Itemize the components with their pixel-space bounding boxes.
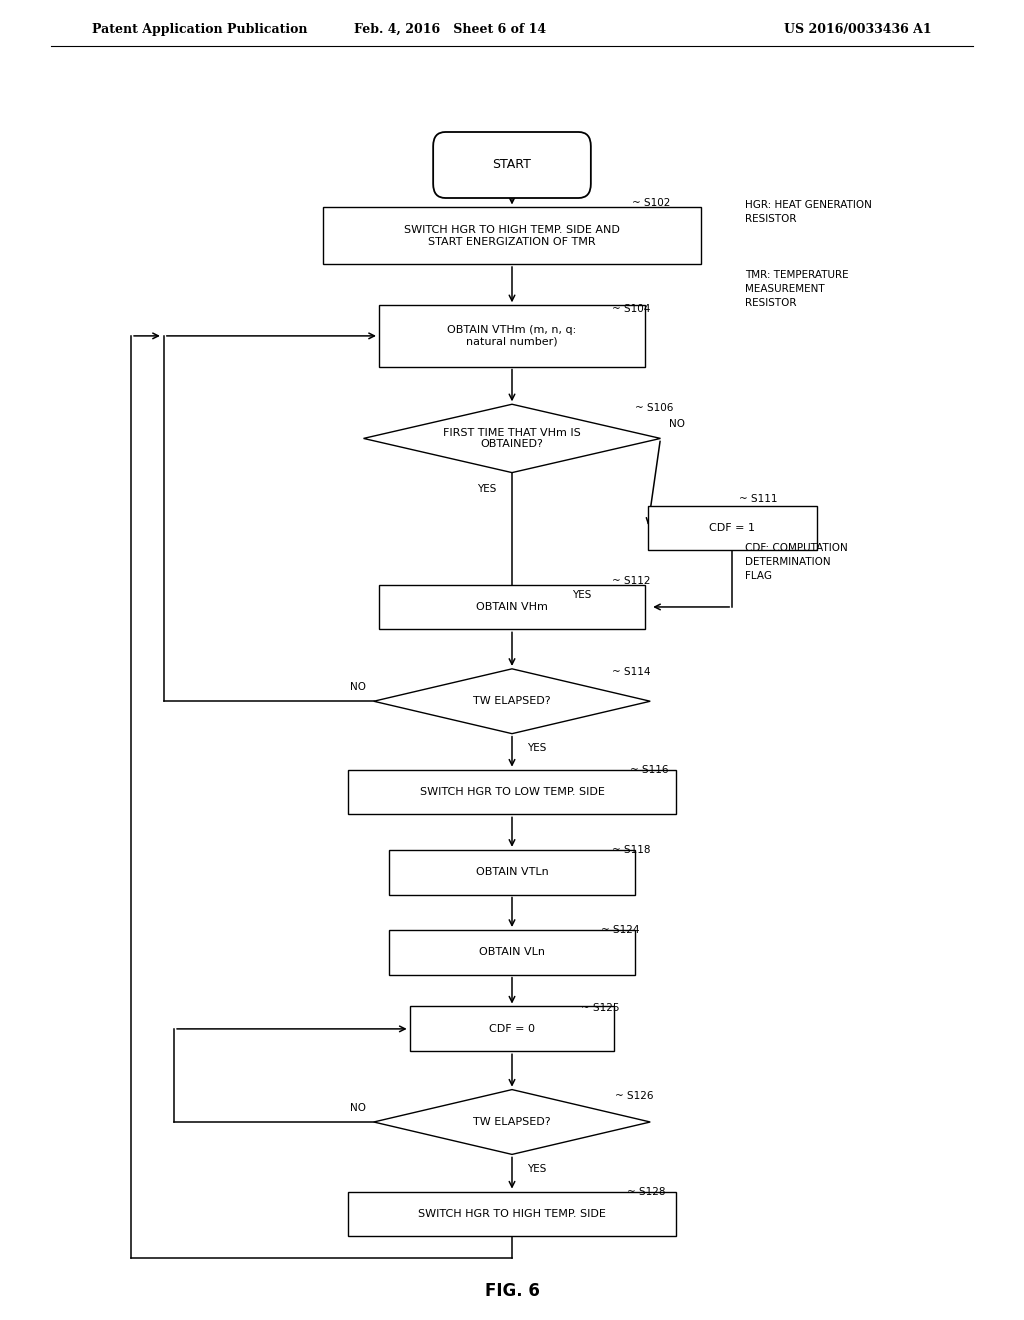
Text: SWITCH HGR TO LOW TEMP. SIDE: SWITCH HGR TO LOW TEMP. SIDE <box>420 787 604 797</box>
Text: ~ S112: ~ S112 <box>612 576 651 586</box>
Text: ~ S124: ~ S124 <box>601 925 640 935</box>
Text: ~ S125: ~ S125 <box>581 1003 620 1012</box>
Bar <box>379 585 645 630</box>
Text: YES: YES <box>572 590 591 599</box>
Text: ~ S116: ~ S116 <box>630 764 669 775</box>
Text: TW ELAPSED?: TW ELAPSED? <box>473 1117 551 1127</box>
Text: ~ S118: ~ S118 <box>612 845 651 855</box>
Polygon shape <box>364 404 660 473</box>
Text: HGR: HEAT GENERATION
RESISTOR: HGR: HEAT GENERATION RESISTOR <box>745 201 872 224</box>
Text: OBTAIN VLn: OBTAIN VLn <box>479 948 545 957</box>
Bar <box>323 207 701 264</box>
Text: OBTAIN VHm: OBTAIN VHm <box>476 602 548 612</box>
Text: US 2016/0033436 A1: US 2016/0033436 A1 <box>784 22 932 36</box>
Bar <box>379 305 645 367</box>
Text: SWITCH HGR TO HIGH TEMP. SIDE AND
START ENERGIZATION OF TMR: SWITCH HGR TO HIGH TEMP. SIDE AND START … <box>404 224 620 247</box>
Text: OBTAIN VTHm (m, n, q:
natural number): OBTAIN VTHm (m, n, q: natural number) <box>447 325 577 347</box>
Text: OBTAIN VTLn: OBTAIN VTLn <box>475 867 549 878</box>
Text: TW ELAPSED?: TW ELAPSED? <box>473 696 551 706</box>
Text: YES: YES <box>527 743 547 754</box>
Bar <box>647 506 817 550</box>
Text: START: START <box>493 158 531 172</box>
Text: YES: YES <box>527 1164 547 1173</box>
Text: FIG. 6: FIG. 6 <box>484 1282 540 1299</box>
Text: CDF = 0: CDF = 0 <box>489 1024 535 1034</box>
Bar <box>389 929 635 974</box>
Text: ~ S111: ~ S111 <box>739 494 778 503</box>
Text: Feb. 4, 2016   Sheet 6 of 14: Feb. 4, 2016 Sheet 6 of 14 <box>354 22 547 36</box>
Text: ~ S102: ~ S102 <box>632 198 670 207</box>
Text: NO: NO <box>349 1102 366 1113</box>
Text: SWITCH HGR TO HIGH TEMP. SIDE: SWITCH HGR TO HIGH TEMP. SIDE <box>418 1209 606 1218</box>
Polygon shape <box>374 669 650 734</box>
Text: Patent Application Publication: Patent Application Publication <box>92 22 307 36</box>
Text: ~ S106: ~ S106 <box>635 403 673 413</box>
Text: CDF = 1: CDF = 1 <box>710 523 755 533</box>
Text: FIRST TIME THAT VHm IS
OBTAINED?: FIRST TIME THAT VHm IS OBTAINED? <box>443 428 581 449</box>
Text: YES: YES <box>477 484 497 495</box>
Text: CDF: COMPUTATION
DETERMINATION
FLAG: CDF: COMPUTATION DETERMINATION FLAG <box>745 543 848 581</box>
Text: ~ S114: ~ S114 <box>612 667 651 677</box>
Text: NO: NO <box>349 682 366 692</box>
Bar <box>348 1192 676 1237</box>
Bar <box>389 850 635 895</box>
Bar <box>410 1007 614 1051</box>
Text: NO: NO <box>669 418 685 429</box>
Text: TMR: TEMPERATURE
MEASUREMENT
RESISTOR: TMR: TEMPERATURE MEASUREMENT RESISTOR <box>745 269 849 308</box>
Text: ~ S126: ~ S126 <box>615 1092 654 1101</box>
Text: ~ S104: ~ S104 <box>612 304 650 314</box>
Polygon shape <box>374 1089 650 1155</box>
Bar <box>348 770 676 814</box>
Text: ~ S128: ~ S128 <box>627 1187 666 1196</box>
FancyBboxPatch shape <box>433 132 591 198</box>
